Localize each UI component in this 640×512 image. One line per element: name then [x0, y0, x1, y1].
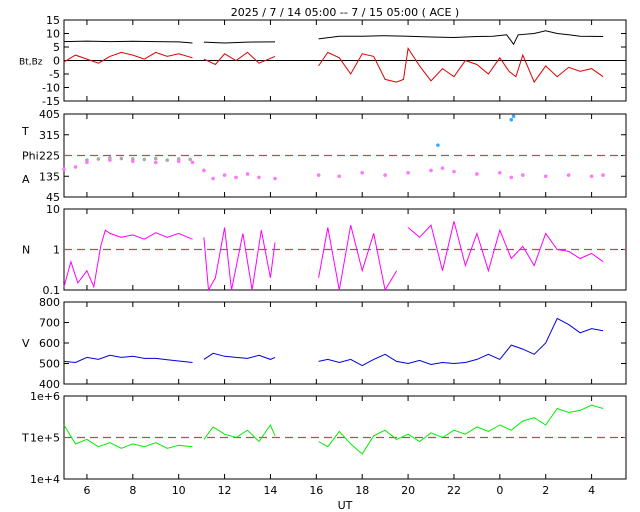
y-tick-label: 5: [53, 41, 60, 54]
y-axis-label: T: [21, 125, 29, 138]
series-line-bt: [63, 30, 604, 46]
data-point: [142, 157, 147, 162]
data-point: [440, 166, 445, 170]
y-tick-label: 315: [39, 129, 60, 142]
series-line-bz: [63, 47, 604, 84]
data-point: [509, 117, 514, 122]
y-tick-label: 1e+5: [30, 432, 60, 445]
panel-density: 10 1 0.1 N: [22, 203, 627, 297]
data-point: [520, 173, 525, 177]
x-tick-label: 22: [447, 484, 461, 497]
panel-angles: 405 315 225 135 45 T Phi A: [21, 108, 627, 204]
data-point: [601, 173, 605, 177]
y-tick-label: 400: [39, 378, 60, 391]
data-point: [234, 175, 238, 180]
y-tick-label: 800: [39, 296, 60, 309]
x-tick-label: 4: [588, 484, 595, 497]
x-tick-label: 16: [309, 484, 323, 497]
y-tick-label: 15: [46, 14, 60, 27]
y-axis-label: Bt,Bz: [19, 58, 43, 68]
x-tick-label: 10: [172, 484, 186, 497]
y-tick-label: 1e+4: [30, 473, 60, 486]
data-point: [257, 175, 261, 180]
data-point: [475, 172, 479, 176]
data-point: [73, 165, 78, 169]
data-point: [108, 158, 112, 162]
data-point: [273, 176, 277, 181]
x-axis-label: UT: [338, 499, 353, 512]
y-axis-label: A: [22, 173, 30, 186]
data-point: [406, 170, 410, 175]
data-point: [153, 160, 158, 165]
y-tick-label: 1e+6: [30, 390, 60, 403]
data-point: [211, 176, 215, 181]
data-point: [511, 114, 516, 119]
x-tick-label: 2: [542, 484, 549, 497]
data-point: [245, 172, 250, 176]
y-tick-label: 225: [39, 150, 60, 163]
x-tick-label: 8: [129, 484, 136, 497]
data-point: [360, 170, 365, 175]
data-point: [429, 168, 433, 173]
y-tick-label: 600: [39, 337, 60, 350]
data-point: [176, 159, 181, 164]
x-tick-label: 12: [218, 484, 232, 497]
data-point: [96, 157, 101, 161]
panels: 151050-5-10-15Bt,Bz40531522513545TPhiA10…: [19, 14, 627, 486]
data-point: [498, 170, 502, 175]
data-point: [337, 174, 342, 179]
series-line-t: [63, 404, 604, 455]
series-line-v: [63, 317, 604, 367]
data-point: [543, 174, 548, 179]
data-point: [62, 167, 66, 172]
y-tick-label: 405: [39, 108, 60, 121]
y-tick-label: 0.1: [43, 284, 61, 297]
y-tick-label: 10: [46, 203, 60, 216]
panel-temperature: 1e+6 1e+5 1e+4 T: [21, 390, 627, 486]
y-tick-label: 500: [39, 358, 60, 371]
x-tick-label: 0: [496, 484, 503, 497]
data-point: [316, 173, 321, 177]
data-point: [202, 168, 206, 173]
data-point: [165, 158, 170, 162]
y-tick-label: 0: [53, 55, 60, 68]
data-point: [131, 159, 135, 164]
data-point: [566, 173, 571, 177]
x-tick-label: 20: [401, 484, 415, 497]
series-line-n: [63, 221, 604, 292]
data-point: [436, 143, 440, 147]
data-point: [85, 160, 89, 165]
x-tick-label: 18: [355, 484, 369, 497]
data-point: [188, 157, 192, 162]
y-tick-label: 10: [46, 28, 60, 41]
panel-frame: [63, 301, 627, 385]
data-point: [190, 160, 195, 165]
y-axis-label: V: [22, 337, 30, 350]
panel-speed: 800 700 600 500 400 V: [22, 296, 627, 391]
y-tick-label: 1: [53, 244, 60, 257]
data-point: [509, 175, 514, 180]
data-point: [119, 156, 124, 161]
x-tick-label: 14: [263, 484, 277, 497]
data-point: [153, 156, 158, 161]
y-tick-label: 135: [39, 170, 60, 183]
y-tick-label: 700: [39, 317, 60, 330]
data-point: [222, 173, 227, 177]
y-tick-label: -5: [49, 68, 60, 81]
x-axis-tick-labels: 6 8 10 12 14 16 18 20 22 0 2 4: [83, 484, 595, 497]
y-axis-label: T: [21, 432, 29, 445]
y-tick-label: 45: [46, 191, 60, 204]
chart-title: 2025 / 7 / 14 05:00 -- 7 / 15 05:00 ( AC…: [231, 6, 459, 19]
data-point: [383, 173, 387, 177]
x-tick-label: 6: [83, 484, 90, 497]
y-axis-label: N: [22, 244, 30, 257]
y-tick-label: -10: [42, 82, 60, 95]
data-point: [452, 169, 456, 174]
y-tick-label: -15: [42, 95, 60, 108]
y-axis-label: Phi: [22, 150, 39, 163]
data-point: [589, 174, 594, 179]
